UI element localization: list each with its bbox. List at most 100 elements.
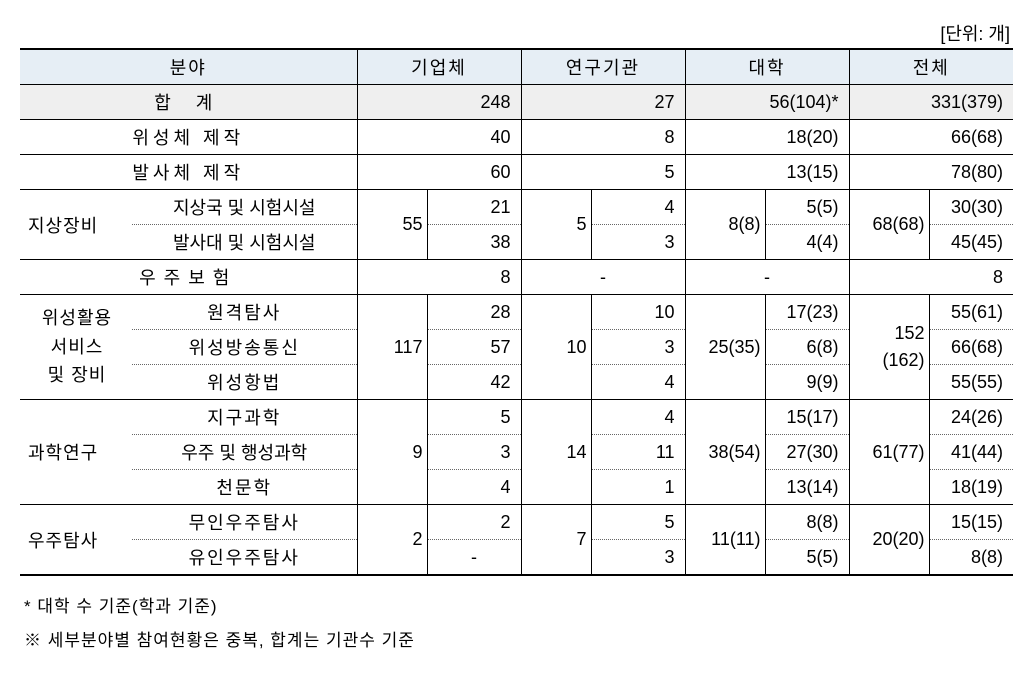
table-row: 위성활용 서비스 및 장비 원격탐사 117 28 10 10 25(35) 1… (20, 295, 1013, 330)
sub-label: 원격탐사 (132, 295, 357, 330)
cell: 3 (591, 330, 685, 365)
cell: 3 (591, 540, 685, 576)
sub-label: 발사대 및 시험시설 (132, 225, 357, 260)
total-university: 56(104)* (685, 85, 849, 120)
sub-label: 천문학 (132, 470, 357, 505)
cell: 57 (427, 330, 521, 365)
agg-cell: 10 (521, 295, 591, 400)
cell: 40 (357, 120, 521, 155)
cell: 4 (427, 470, 521, 505)
table-header-row: 분야 기업체 연구기관 대학 전체 (20, 49, 1013, 85)
sub-label: 우주 및 행성과학 (132, 435, 357, 470)
header-company: 기업체 (357, 49, 521, 85)
sub-label: 위성방송통신 (132, 330, 357, 365)
cell: 3 (427, 435, 521, 470)
cell: 11 (591, 435, 685, 470)
table-row: 우주탐사 무인우주탐사 2 2 7 5 11(11) 8(8) 20(20) 1… (20, 505, 1013, 540)
cell: 6(8) (765, 330, 849, 365)
agg-cell: 5 (521, 190, 591, 260)
cell: 45(45) (929, 225, 1013, 260)
total-row: 합 계 248 27 56(104)* 331(379) (20, 85, 1013, 120)
row-label: 우주보험 (20, 260, 357, 295)
cell: 9(9) (765, 365, 849, 400)
cell: 15(17) (765, 400, 849, 435)
agg-cell: 11(11) (685, 505, 765, 576)
agg-cell: 9 (357, 400, 427, 505)
agg-cell: 20(20) (849, 505, 929, 576)
group-label-line: 및 장비 (48, 365, 107, 385)
cell: 18(19) (929, 470, 1013, 505)
cell: 66(68) (849, 120, 1013, 155)
agg-cell: 68(68) (849, 190, 929, 260)
footnote-line: * 대학 수 기준(학과 기준) (24, 590, 1012, 624)
row-label: 발사체 제작 (20, 155, 357, 190)
cell: 4 (591, 190, 685, 225)
agg-cell: 14 (521, 400, 591, 505)
agg-cell: 2 (357, 505, 427, 576)
agg-cell: 7 (521, 505, 591, 576)
cell: 17(23) (765, 295, 849, 330)
cell: 24(26) (929, 400, 1013, 435)
agg-cell: 152 (162) (849, 295, 929, 400)
cell: - (427, 540, 521, 576)
footnote-line: ※ 세부분야별 참여현황은 중복, 합계는 기관수 기준 (24, 624, 1012, 658)
agg-cell: 8(8) (685, 190, 765, 260)
agg-cell: 25(35) (685, 295, 765, 400)
row-label: 위성체 제작 (20, 120, 357, 155)
cell: 1 (591, 470, 685, 505)
cell: 4(4) (765, 225, 849, 260)
total-company: 248 (357, 85, 521, 120)
sub-label: 지상국 및 시험시설 (132, 190, 357, 225)
sub-label: 위성항법 (132, 365, 357, 400)
cell: 38 (427, 225, 521, 260)
table-row: 지상장비 지상국 및 시험시설 55 21 5 4 8(8) 5(5) 68(6… (20, 190, 1013, 225)
cell: 15(15) (929, 505, 1013, 540)
cell: 21 (427, 190, 521, 225)
agg-cell: 38(54) (685, 400, 765, 505)
group-label-line: 서비스 (51, 337, 104, 357)
cell: 55(61) (929, 295, 1013, 330)
group-label: 우주탐사 (20, 505, 132, 576)
table-container: [단위: 개] 분야 기업체 연구기관 대학 전체 합 계 248 27 (20, 20, 1012, 658)
cell: 18(20) (685, 120, 849, 155)
group-label: 위성활용 서비스 및 장비 (20, 295, 132, 400)
cell: 42 (427, 365, 521, 400)
agg-total-line: 152 (894, 323, 924, 343)
cell: 66(68) (929, 330, 1013, 365)
total-research: 27 (521, 85, 685, 120)
group-label-line: 위성활용 (42, 308, 112, 328)
sub-label: 유인우주탐사 (132, 540, 357, 576)
cell: 41(44) (929, 435, 1013, 470)
cell: 28 (427, 295, 521, 330)
agg-cell: 117 (357, 295, 427, 400)
cell: 13(15) (685, 155, 849, 190)
cell: 30(30) (929, 190, 1013, 225)
cell: - (685, 260, 849, 295)
sub-label: 무인우주탐사 (132, 505, 357, 540)
total-label: 합 계 (20, 85, 357, 120)
cell: 8(8) (929, 540, 1013, 576)
cell: 60 (357, 155, 521, 190)
cell: 5 (591, 505, 685, 540)
cell: 8(8) (765, 505, 849, 540)
cell: 8 (849, 260, 1013, 295)
cell: 27(30) (765, 435, 849, 470)
group-label: 지상장비 (20, 190, 132, 260)
cell: 5(5) (765, 190, 849, 225)
cell: 5 (427, 400, 521, 435)
total-total: 331(379) (849, 85, 1013, 120)
agg-total-line: (162) (882, 350, 924, 370)
header-university: 대학 (685, 49, 849, 85)
cell: 78(80) (849, 155, 1013, 190)
cell: 4 (591, 400, 685, 435)
group-label: 과학연구 (20, 400, 132, 505)
cell: 2 (427, 505, 521, 540)
cell: 3 (591, 225, 685, 260)
agg-cell: 61(77) (849, 400, 929, 505)
cell: 55(55) (929, 365, 1013, 400)
table-row: 위성체 제작 40 8 18(20) 66(68) (20, 120, 1013, 155)
header-total: 전체 (849, 49, 1013, 85)
cell: 13(14) (765, 470, 849, 505)
data-table: 분야 기업체 연구기관 대학 전체 합 계 248 27 56(104)* 33… (20, 48, 1013, 576)
cell: 8 (521, 120, 685, 155)
